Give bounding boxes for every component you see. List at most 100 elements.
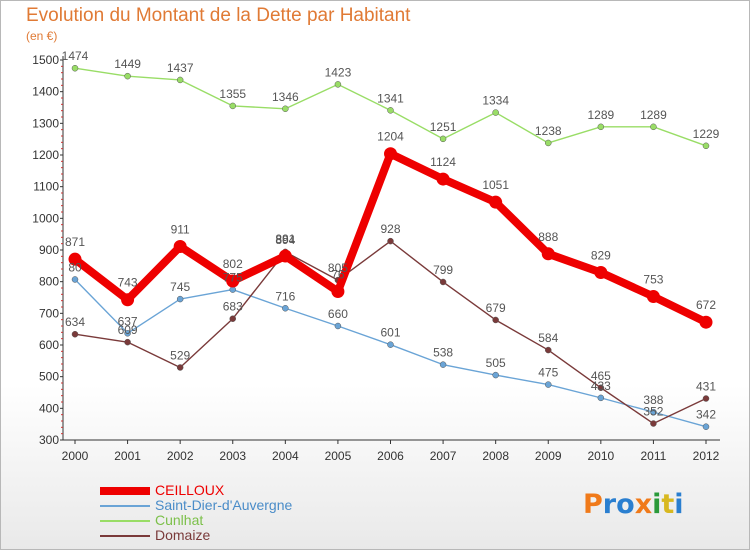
data-label-cunlhat: 1289 (587, 108, 614, 122)
legend-label: Cunlhat (155, 512, 204, 528)
data-point-cunlhat (650, 123, 657, 131)
data-label-ceilloux: 1204 (377, 130, 404, 144)
data-label-cunlhat: 1229 (693, 127, 720, 141)
data-point-ceilloux (699, 315, 713, 329)
data-point-ceilloux (384, 147, 397, 161)
data-point-saint-dier-d-auvergne (124, 330, 131, 337)
data-point-ceilloux (121, 293, 135, 307)
data-label-domaize: 683 (223, 300, 243, 314)
data-point-domaize (71, 330, 79, 338)
logo-letter: r (602, 489, 617, 520)
series-layer (68, 64, 713, 430)
data-label-cunlhat: 1423 (325, 65, 352, 79)
data-label-domaize: 928 (380, 222, 400, 236)
data-label-cunlhat: 1341 (377, 91, 404, 105)
data-label-cunlhat: 1449 (114, 57, 141, 71)
data-label-domaize: 609 (118, 323, 138, 337)
data-label-saint-dier-d-auvergne: 388 (643, 393, 663, 407)
data-point-domaize (650, 420, 657, 427)
data-point-cunlhat (176, 76, 184, 84)
data-label-domaize: 529 (170, 348, 190, 362)
logo-letter: o (616, 489, 635, 520)
data-label-saint-dier-d-auvergne: 505 (486, 356, 506, 370)
data-label-domaize: 634 (65, 315, 85, 329)
data-point-domaize (229, 315, 236, 322)
data-point-ceilloux (278, 249, 292, 263)
data-point-domaize (597, 384, 605, 391)
y-tick-label: 1100 (33, 180, 59, 194)
data-point-ceilloux (646, 290, 660, 304)
x-tick-label: 2000 (62, 449, 89, 463)
logo-letter: i (652, 489, 662, 520)
x-tick-label: 2011 (641, 449, 667, 463)
data-point-saint-dier-d-auvergne (387, 341, 394, 348)
data-point-ceilloux (226, 274, 240, 288)
data-label-saint-dier-d-auvergne: 716 (275, 289, 295, 303)
y-tick-label: 1200 (32, 148, 59, 162)
data-point-cunlhat (702, 142, 710, 150)
data-label-domaize: 584 (538, 331, 558, 345)
data-label-domaize: 352 (643, 405, 663, 419)
data-label-ceilloux: 881 (275, 232, 295, 246)
x-tick-label: 2010 (587, 449, 614, 463)
y-tick-label: 300 (39, 433, 59, 447)
data-point-saint-dier-d-auvergne (282, 305, 289, 312)
data-point-domaize (439, 278, 447, 286)
axes: 300 400 500 600 700 800 900 1000 1100 1200 1300 140… (32, 53, 720, 463)
y-tick-label: 1400 (32, 85, 59, 99)
data-point-cunlhat (545, 139, 552, 147)
data-point-cunlhat (387, 107, 394, 114)
data-point-domaize (492, 316, 499, 324)
data-label-ceilloux: 829 (591, 248, 611, 262)
data-point-domaize (176, 364, 184, 371)
x-tick-label: 2009 (535, 449, 562, 463)
data-point-ceilloux (594, 265, 608, 279)
data-label-cunlhat: 1238 (535, 124, 562, 138)
data-label-ceilloux: 743 (118, 276, 138, 290)
legend-swatch (100, 487, 150, 495)
data-label-cunlhat: 1334 (482, 94, 509, 108)
legend: CEILLOUX Saint-Dier-d'Auvergne Cunlhat Doma… (100, 483, 400, 543)
x-tick-label: 2012 (693, 449, 720, 463)
data-point-domaize (545, 346, 552, 354)
data-point-cunlhat (124, 72, 131, 80)
legend-swatch (100, 535, 150, 537)
y-tick-label: 800 (39, 275, 59, 289)
data-point-cunlhat (597, 123, 605, 131)
data-label-saint-dier-d-auvergne: 80 (68, 260, 82, 274)
legend-item: CEILLOUX (100, 483, 400, 498)
chart-title: Evolution du Montant de la Dette par Hab… (26, 5, 411, 26)
data-label-cunlhat: 1474 (62, 49, 89, 63)
chart-subtitle: (en €) (26, 29, 58, 43)
data-label-domaize: 894 (275, 233, 295, 247)
legend-label: Domaize (155, 527, 211, 543)
data-label-ceilloux: 76 (331, 267, 345, 281)
data-label-domaize: 465 (591, 369, 611, 383)
data-point-saint-dier-d-auvergne (545, 381, 552, 388)
data-label-saint-dier-d-auvergne: 775 (223, 271, 243, 285)
data-point-ceilloux (173, 240, 187, 254)
x-tick-label: 2003 (219, 449, 246, 463)
data-label-saint-dier-d-auvergne: 601 (380, 326, 400, 340)
data-label-saint-dier-d-auvergne: 660 (328, 307, 348, 321)
y-tick-label: 1000 (32, 211, 59, 225)
y-tick-label: 400 (39, 401, 59, 415)
data-label-saint-dier-d-auvergne: 475 (538, 366, 558, 380)
y-tick-label: 600 (39, 338, 59, 352)
data-label-ceilloux: 871 (65, 235, 85, 249)
legend-item: Domaize (100, 528, 400, 543)
data-point-saint-dier-d-auvergne (334, 322, 342, 330)
data-point-ceilloux (489, 195, 503, 209)
data-point-saint-dier-d-auvergne (650, 408, 657, 416)
data-point-cunlhat (71, 64, 79, 72)
data-label-ceilloux: 1051 (482, 178, 509, 192)
data-point-ceilloux (68, 252, 82, 266)
data-label-saint-dier-d-auvergne: 538 (433, 346, 453, 360)
data-point-domaize (124, 338, 131, 346)
data-label-ceilloux: 802 (223, 257, 243, 271)
data-label-saint-dier-d-auvergne: 745 (170, 280, 190, 294)
proxiti-logo: Proxiti (583, 489, 684, 520)
data-label-ceilloux: 672 (696, 298, 716, 312)
y-tick-label: 500 (39, 370, 59, 384)
